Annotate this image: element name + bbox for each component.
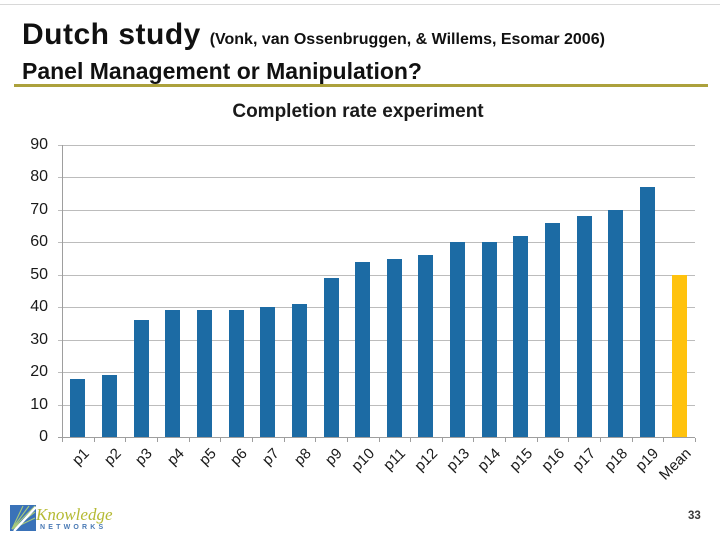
x-axis-tick bbox=[315, 438, 317, 442]
y-axis-tick-label: 10 bbox=[30, 395, 48, 413]
y-axis-tick-label: 20 bbox=[30, 363, 48, 381]
bar-p5 bbox=[196, 310, 212, 437]
y-gridline bbox=[58, 404, 695, 406]
bar-p2 bbox=[101, 375, 117, 437]
bar-p13 bbox=[450, 242, 466, 437]
y-gridline bbox=[58, 242, 695, 244]
bar-p7 bbox=[260, 307, 276, 437]
y-gridline bbox=[58, 339, 695, 341]
bar-p16 bbox=[545, 222, 561, 437]
y-axis-tick-label: 40 bbox=[30, 298, 48, 316]
x-axis-tick bbox=[631, 438, 633, 442]
logo-text-knowledge: Knowledge bbox=[36, 505, 113, 524]
title-row: Dutch study (Vonk, van Ossenbruggen, & W… bbox=[22, 18, 712, 57]
bar-p3 bbox=[133, 320, 149, 437]
bar-p9 bbox=[323, 278, 339, 437]
y-axis-tick-label: 50 bbox=[30, 265, 48, 283]
x-axis-tick bbox=[536, 438, 538, 442]
bar-p19 bbox=[640, 187, 656, 437]
x-tick-label: Mean bbox=[655, 445, 695, 484]
y-gridline bbox=[58, 274, 695, 276]
logo-icon bbox=[10, 505, 36, 531]
x-axis-line bbox=[58, 437, 695, 438]
bar-p11 bbox=[386, 258, 402, 437]
bar-p12 bbox=[418, 255, 434, 437]
y-gridline bbox=[58, 209, 695, 211]
slide-header: Dutch study (Vonk, van Ossenbruggen, & W… bbox=[22, 18, 712, 84]
page-title: Dutch study bbox=[22, 18, 201, 51]
y-axis-tick-label: 80 bbox=[30, 168, 48, 186]
y-gridline bbox=[58, 307, 695, 309]
y-axis-tick-label: 90 bbox=[30, 136, 48, 153]
page-number: 33 bbox=[688, 510, 701, 522]
x-axis-tick bbox=[441, 438, 443, 442]
x-axis-tick bbox=[125, 438, 127, 442]
y-gridline bbox=[58, 372, 695, 374]
slide-top-border bbox=[0, 4, 720, 5]
x-axis-tick bbox=[568, 438, 570, 442]
x-tick-label-wrap: Mean bbox=[562, 445, 695, 484]
x-axis-tick bbox=[251, 438, 253, 442]
x-axis-tick bbox=[663, 438, 665, 442]
x-axis-tick bbox=[473, 438, 475, 442]
y-axis-tick-label: 70 bbox=[30, 200, 48, 218]
logo-text-networks: NETWORKS bbox=[40, 524, 107, 531]
x-axis-tick bbox=[93, 438, 95, 442]
title-citation: (Vonk, van Ossenbruggen, & Willems, Esom… bbox=[209, 31, 605, 48]
x-axis-tick bbox=[410, 438, 412, 442]
x-axis-tick bbox=[188, 438, 190, 442]
y-axis-tick-label: 30 bbox=[30, 330, 48, 348]
title-underline bbox=[14, 84, 708, 87]
y-axis-line bbox=[62, 145, 63, 437]
x-axis-tick bbox=[346, 438, 348, 442]
bar-p1 bbox=[70, 378, 86, 437]
x-axis-tick bbox=[378, 438, 380, 442]
bar-p17 bbox=[576, 216, 592, 437]
bar-Mean bbox=[671, 274, 687, 437]
y-axis-tick-label: 60 bbox=[30, 233, 48, 251]
bar-p6 bbox=[228, 310, 244, 437]
y-gridline bbox=[58, 145, 695, 146]
y-gridline bbox=[58, 177, 695, 179]
bar-p4 bbox=[165, 310, 181, 437]
bar-p8 bbox=[291, 303, 307, 437]
page-subtitle: Panel Management or Manipulation? bbox=[22, 58, 422, 84]
x-axis-tick bbox=[283, 438, 285, 442]
bar-p18 bbox=[608, 209, 624, 437]
chart-title: Completion rate experiment bbox=[232, 101, 484, 122]
y-axis-tick-label: 0 bbox=[39, 428, 48, 445]
bar-p10 bbox=[355, 261, 371, 437]
knowledge-networks-logo: Knowledge NETWORKS bbox=[10, 504, 160, 536]
bar-p14 bbox=[481, 242, 497, 437]
x-axis-tick bbox=[505, 438, 507, 442]
x-axis-tick bbox=[600, 438, 602, 442]
x-axis-tick bbox=[695, 438, 696, 442]
x-axis-tick bbox=[220, 438, 222, 442]
x-axis-tick bbox=[156, 438, 158, 442]
x-axis-tick bbox=[62, 438, 63, 442]
bar-p15 bbox=[513, 235, 529, 437]
